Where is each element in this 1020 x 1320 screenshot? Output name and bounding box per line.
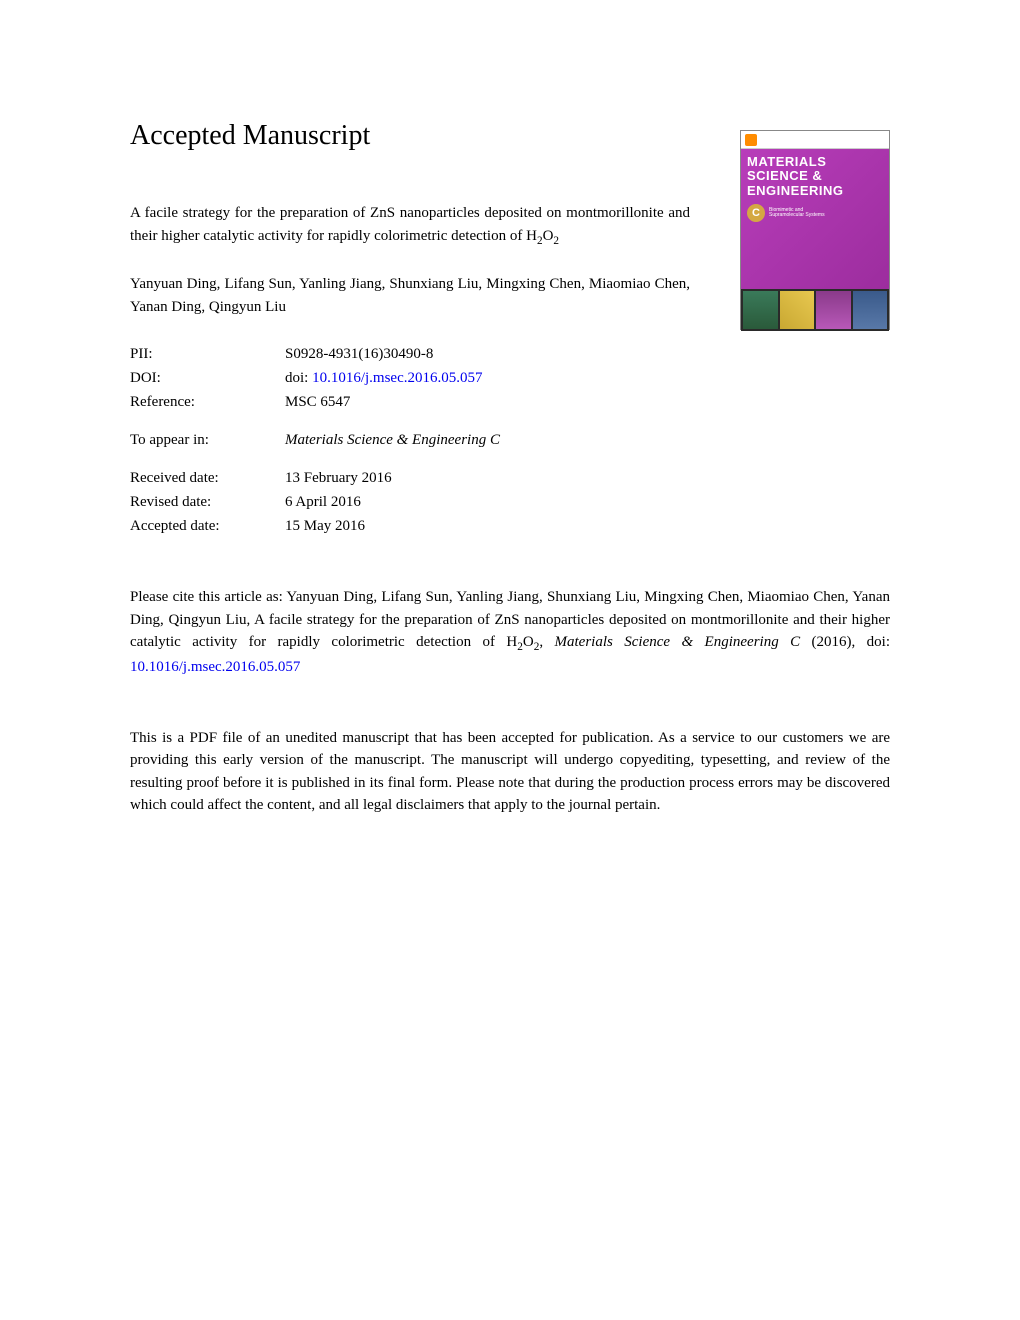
cover-thumb bbox=[780, 291, 815, 329]
cover-section-badge: C Biomimetic and Supramolecular Systems bbox=[747, 204, 883, 222]
citation-instruction: Please cite this article as: Yanyuan Din… bbox=[130, 586, 890, 678]
meta-label: DOI: bbox=[130, 366, 285, 390]
disclaimer-text: This is a PDF file of an unedited manusc… bbox=[130, 727, 890, 817]
article-title-text: A facile strategy for the preparation of… bbox=[130, 205, 690, 244]
meta-row-doi: DOI: doi: 10.1016/j.msec.2016.05.057 bbox=[130, 366, 890, 390]
meta-value-journal: Materials Science & Engineering C bbox=[285, 428, 890, 452]
article-title: A facile strategy for the preparation of… bbox=[130, 202, 690, 249]
cover-thumbnails-strip bbox=[741, 289, 889, 331]
subscript: 2 bbox=[553, 235, 559, 247]
cover-thumb bbox=[853, 291, 888, 329]
metadata-block-ids: PII: S0928-4931(16)30490-8 DOI: doi: 10.… bbox=[130, 342, 890, 414]
meta-value: S0928-4931(16)30490-8 bbox=[285, 342, 890, 366]
cover-journal-title: MATERIALS SCIENCE & ENGINEERING bbox=[747, 155, 883, 198]
metadata-block-dates: Received date: 13 February 2016 Revised … bbox=[130, 466, 890, 538]
meta-value: 6 April 2016 bbox=[285, 490, 890, 514]
cover-thumb bbox=[743, 291, 778, 329]
meta-label: Received date: bbox=[130, 466, 285, 490]
citation-text: O bbox=[523, 634, 534, 650]
meta-row-reference: Reference: MSC 6547 bbox=[130, 390, 890, 414]
cover-main-panel: MATERIALS SCIENCE & ENGINEERING C Biomim… bbox=[741, 149, 889, 289]
meta-value: MSC 6547 bbox=[285, 390, 890, 414]
meta-row-revised: Revised date: 6 April 2016 bbox=[130, 490, 890, 514]
doi-prefix: doi: bbox=[285, 370, 312, 386]
doi-link[interactable]: 10.1016/j.msec.2016.05.057 bbox=[312, 370, 482, 386]
cover-publisher-bar bbox=[741, 131, 889, 149]
cover-title-line2: SCIENCE & bbox=[747, 168, 822, 183]
meta-label: PII: bbox=[130, 342, 285, 366]
metadata-block-appear: To appear in: Materials Science & Engine… bbox=[130, 428, 890, 452]
meta-label: Reference: bbox=[130, 390, 285, 414]
cover-title-line1: MATERIALS bbox=[747, 154, 826, 169]
elsevier-tree-icon bbox=[745, 134, 757, 146]
citation-journal: Materials Science & Engineering C bbox=[555, 634, 801, 650]
meta-row-accepted: Accepted date: 15 May 2016 bbox=[130, 514, 890, 538]
meta-label: To appear in: bbox=[130, 428, 285, 452]
journal-cover-thumbnail: MATERIALS SCIENCE & ENGINEERING C Biomim… bbox=[740, 130, 890, 330]
meta-row-received: Received date: 13 February 2016 bbox=[130, 466, 890, 490]
cover-sub-line2: Supramolecular Systems bbox=[769, 213, 825, 218]
authors-list: Yanyuan Ding, Lifang Sun, Yanling Jiang,… bbox=[130, 273, 690, 318]
citation-text: , bbox=[539, 634, 554, 650]
meta-value: 15 May 2016 bbox=[285, 514, 890, 538]
cover-c-icon: C bbox=[747, 204, 765, 222]
meta-row-pii: PII: S0928-4931(16)30490-8 bbox=[130, 342, 890, 366]
meta-value: 13 February 2016 bbox=[285, 466, 890, 490]
meta-label: Revised date: bbox=[130, 490, 285, 514]
cover-badge-subtitle: Biomimetic and Supramolecular Systems bbox=[769, 208, 825, 218]
meta-row-appear: To appear in: Materials Science & Engine… bbox=[130, 428, 890, 452]
meta-value: doi: 10.1016/j.msec.2016.05.057 bbox=[285, 366, 890, 390]
cover-thumb bbox=[816, 291, 851, 329]
cover-title-line3: ENGINEERING bbox=[747, 183, 844, 198]
citation-year: (2016), doi: bbox=[800, 634, 890, 650]
meta-label: Accepted date: bbox=[130, 514, 285, 538]
citation-doi-link[interactable]: 10.1016/j.msec.2016.05.057 bbox=[130, 659, 300, 675]
article-title-text: O bbox=[543, 228, 554, 244]
